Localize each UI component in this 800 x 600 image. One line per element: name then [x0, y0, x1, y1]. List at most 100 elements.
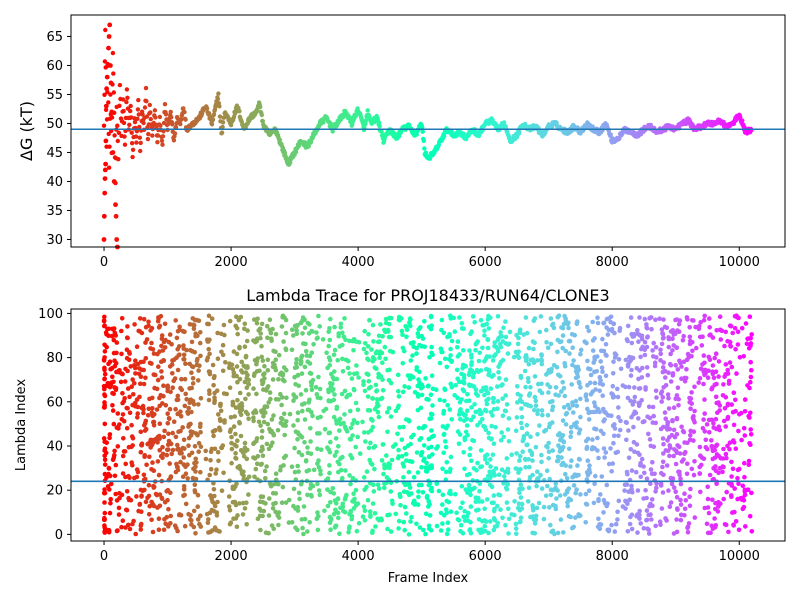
lambda-point	[397, 425, 403, 430]
lambda-point	[688, 406, 693, 412]
lambda-point	[361, 382, 366, 388]
lambda-point	[687, 399, 692, 405]
lambda-point	[236, 317, 242, 323]
lambda-point	[629, 483, 634, 489]
lambda-point	[694, 345, 699, 351]
lambda-point	[466, 398, 472, 404]
lambda-point	[517, 458, 522, 463]
lambda-point	[328, 316, 333, 322]
lambda-point	[518, 373, 524, 379]
lambda-point	[386, 334, 392, 340]
lambda-point	[505, 468, 511, 474]
delta-g-point	[138, 140, 143, 146]
lambda-point	[361, 346, 367, 352]
lambda-point	[193, 456, 198, 462]
lambda-point	[673, 396, 678, 402]
lambda-point	[660, 436, 666, 441]
lambda-point	[147, 503, 152, 509]
lambda-point	[577, 427, 583, 433]
lambda-point	[374, 366, 379, 372]
lambda-point	[448, 313, 453, 319]
lambda-point	[102, 393, 108, 399]
lambda-point	[720, 393, 726, 398]
lambda-point	[584, 397, 590, 403]
lambda-point	[106, 471, 111, 477]
lambda-point	[566, 325, 571, 331]
lambda-point	[215, 449, 221, 455]
lambda-point	[102, 487, 107, 492]
lambda-point	[746, 458, 752, 464]
lambda-point	[327, 363, 333, 368]
lambda-point	[366, 332, 371, 337]
lambda-point	[632, 394, 638, 400]
lambda-point	[705, 484, 710, 490]
delta-g-point	[141, 120, 146, 126]
lambda-point	[536, 500, 542, 506]
lambda-point	[519, 425, 525, 431]
lambda-point	[575, 374, 581, 380]
lambda-point	[402, 527, 408, 533]
lambda-point	[641, 526, 647, 531]
lambda-point	[351, 418, 357, 423]
lambda-point	[380, 360, 385, 366]
lambda-x-tick-label: 10000	[719, 549, 760, 564]
lambda-y-tick-label: 100	[38, 307, 63, 322]
lambda-point	[132, 322, 137, 327]
delta-g-point	[113, 202, 118, 208]
lambda-point	[102, 453, 107, 459]
delta-g-point	[178, 121, 183, 127]
delta-g-point	[155, 133, 161, 138]
lambda-point	[696, 380, 701, 385]
lambda-point	[503, 393, 509, 398]
lambda-point	[407, 320, 412, 325]
lambda-point	[742, 492, 748, 498]
lambda-point	[332, 453, 338, 458]
lambda-point	[254, 336, 260, 342]
delta-g-point	[104, 86, 109, 92]
lambda-point	[325, 445, 330, 450]
lambda-point	[292, 394, 298, 400]
lambda-point	[282, 432, 288, 438]
lambda-point	[348, 408, 353, 414]
lambda-point	[131, 392, 136, 397]
lambda-point	[555, 530, 561, 536]
lambda-point	[230, 367, 236, 372]
lambda-point	[165, 447, 170, 453]
lambda-point	[206, 346, 211, 352]
lambda-point	[340, 454, 345, 460]
lambda-point	[496, 472, 502, 478]
delta-g-point	[101, 213, 107, 219]
lambda-point	[174, 397, 180, 403]
lambda-y-tick-label: 60	[46, 395, 63, 410]
lambda-point	[600, 382, 606, 387]
lambda-point	[332, 392, 337, 397]
lambda-point	[448, 346, 453, 352]
lambda-point	[351, 491, 356, 497]
delta-g-point	[148, 116, 153, 122]
lambda-point	[492, 517, 498, 523]
lambda-point	[212, 395, 217, 400]
lambda-point	[402, 504, 408, 510]
lambda-point	[457, 432, 463, 437]
lambda-point	[384, 453, 389, 458]
lambda-point	[330, 381, 335, 387]
lambda-point	[658, 358, 663, 363]
lambda-point	[298, 481, 304, 487]
lambda-point	[186, 405, 191, 411]
delta-g-point	[293, 149, 299, 155]
lambda-point	[162, 499, 168, 505]
lambda-point	[162, 345, 168, 350]
lambda-point	[533, 444, 539, 450]
lambda-point	[692, 384, 697, 390]
lambda-point	[748, 442, 753, 448]
lambda-point	[632, 449, 637, 455]
lambda-point	[262, 363, 267, 369]
lambda-point	[102, 457, 108, 463]
lambda-point	[638, 521, 643, 526]
lambda-point	[682, 506, 688, 512]
lambda-point	[102, 471, 108, 477]
lambda-point	[543, 493, 549, 499]
lambda-point	[444, 510, 450, 515]
lambda-point	[364, 469, 370, 474]
lambda-point	[625, 395, 631, 401]
